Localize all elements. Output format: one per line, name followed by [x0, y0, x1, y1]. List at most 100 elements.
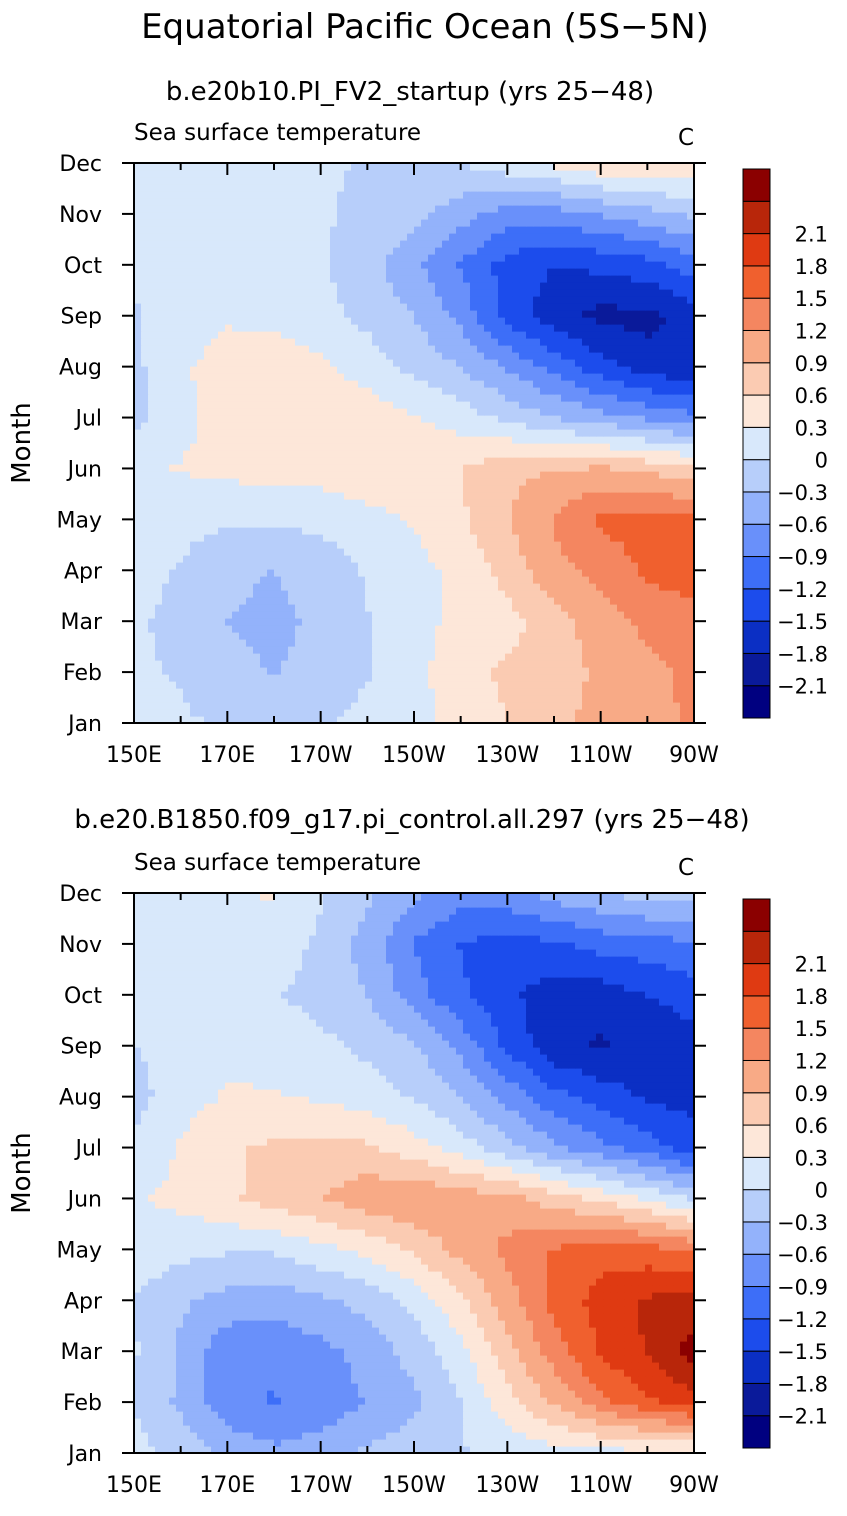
field-cell — [323, 506, 331, 514]
field-cell — [169, 380, 177, 388]
field-cell — [309, 583, 317, 591]
field-cell — [428, 429, 436, 437]
field-cell — [260, 359, 268, 367]
field-cell — [407, 471, 415, 479]
field-cell — [246, 625, 254, 633]
field-cell — [358, 296, 366, 304]
field-cell — [316, 562, 324, 570]
field-cell — [239, 618, 247, 626]
field-cell — [232, 667, 240, 675]
field-cell — [449, 702, 457, 710]
field-cell — [673, 359, 681, 367]
field-cell — [498, 485, 506, 493]
field-cell — [400, 443, 408, 451]
field-cell — [575, 513, 583, 521]
field-cell — [631, 506, 639, 514]
field-cell — [365, 576, 373, 584]
field-cell — [575, 464, 583, 472]
field-cell — [134, 583, 142, 591]
field-cell — [204, 422, 212, 430]
field-cell — [197, 282, 205, 290]
field-cell — [232, 478, 240, 486]
field-cell — [309, 688, 317, 696]
field-cell — [400, 716, 408, 723]
field-cell — [484, 317, 492, 325]
field-cell — [554, 632, 562, 640]
field-cell — [393, 604, 401, 612]
field-cell — [652, 408, 660, 416]
field-cell — [274, 317, 282, 325]
field-cell — [183, 317, 191, 325]
field-cell — [225, 464, 233, 472]
field-cell — [687, 387, 694, 395]
field-cell — [407, 709, 415, 717]
field-cell — [239, 289, 247, 297]
field-cell — [365, 394, 373, 402]
field-cell — [533, 387, 541, 395]
field-cell — [680, 422, 688, 430]
field-cell — [323, 499, 331, 507]
field-cell — [253, 373, 261, 381]
field-cell — [687, 604, 694, 612]
field-cell — [512, 359, 520, 367]
field-cell — [176, 527, 184, 535]
field-cell — [407, 660, 415, 668]
field-cell — [554, 534, 562, 542]
field-cell — [407, 317, 415, 325]
field-cell — [491, 366, 499, 374]
field-cell — [463, 324, 471, 332]
field-cell — [302, 464, 310, 472]
field-cell — [204, 604, 212, 612]
field-cell — [211, 583, 219, 591]
field-cell — [407, 387, 415, 395]
field-cell — [330, 702, 338, 710]
field-cell — [428, 289, 436, 297]
field-cell — [134, 471, 142, 479]
field-cell — [456, 422, 464, 430]
field-cell — [645, 681, 653, 689]
field-cell — [232, 555, 240, 563]
field-cell — [610, 436, 618, 444]
field-cell — [526, 464, 534, 472]
field-cell — [253, 716, 261, 723]
field-cell — [442, 520, 450, 528]
field-cell — [274, 373, 282, 381]
field-cell — [204, 373, 212, 381]
field-cell — [141, 408, 149, 416]
field-cell — [414, 674, 422, 682]
field-cell — [435, 576, 443, 584]
field-cell — [680, 681, 688, 689]
field-cell — [428, 660, 436, 668]
field-cell — [239, 625, 247, 633]
field-cell — [414, 702, 422, 710]
field-cell — [337, 681, 345, 689]
field-cell — [470, 632, 478, 640]
field-cell — [204, 674, 212, 682]
field-cell — [372, 373, 380, 381]
field-cell — [435, 583, 443, 591]
field-cell — [442, 541, 450, 549]
field-cell — [232, 380, 240, 388]
field-cell — [169, 583, 177, 591]
field-cell — [680, 387, 688, 395]
field-cell — [330, 282, 338, 290]
field-cell — [176, 387, 184, 395]
field-cell — [547, 695, 555, 703]
field-cell — [519, 709, 527, 717]
field-cell — [148, 618, 156, 626]
field-cell — [253, 359, 261, 367]
field-cell — [260, 443, 268, 451]
field-cell — [589, 709, 597, 717]
field-cell — [631, 471, 639, 479]
field-cell — [687, 401, 694, 409]
field-cell — [505, 660, 513, 668]
field-cell — [603, 443, 611, 451]
field-cell — [414, 345, 422, 353]
field-cell — [260, 352, 268, 360]
field-cell — [421, 506, 429, 514]
field-cell — [302, 317, 310, 325]
field-cell — [687, 681, 694, 689]
field-cell — [645, 478, 653, 486]
field-cell — [498, 380, 506, 388]
field-cell — [316, 366, 324, 374]
